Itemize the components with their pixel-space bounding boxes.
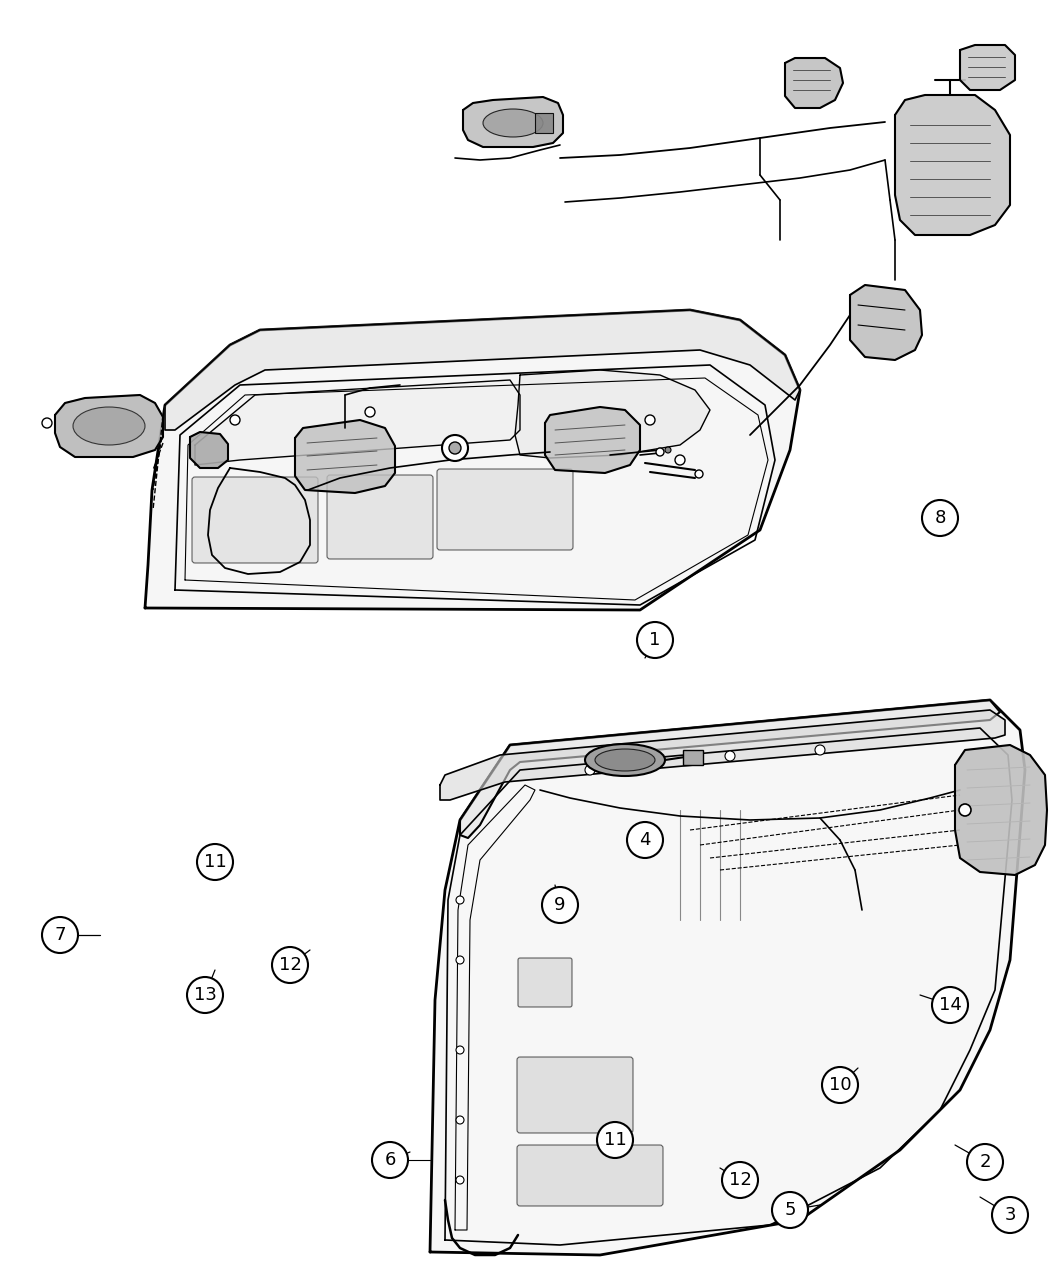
Ellipse shape: [595, 748, 655, 771]
Polygon shape: [460, 700, 1000, 838]
Circle shape: [456, 1116, 464, 1125]
Text: 9: 9: [554, 896, 566, 914]
FancyBboxPatch shape: [192, 477, 318, 564]
Text: 11: 11: [604, 1131, 627, 1149]
Circle shape: [585, 765, 595, 775]
Polygon shape: [960, 45, 1015, 91]
Bar: [536, 113, 553, 133]
Circle shape: [822, 1067, 858, 1103]
Circle shape: [645, 414, 655, 425]
Polygon shape: [190, 432, 228, 468]
Circle shape: [456, 956, 464, 964]
Circle shape: [656, 448, 664, 456]
Text: 5: 5: [784, 1201, 796, 1219]
Circle shape: [967, 1144, 1003, 1179]
Circle shape: [597, 1122, 633, 1158]
Text: 11: 11: [204, 853, 227, 871]
Text: 3: 3: [1004, 1206, 1015, 1224]
Polygon shape: [463, 97, 563, 147]
Circle shape: [815, 745, 825, 755]
Circle shape: [959, 805, 971, 816]
Text: 10: 10: [828, 1076, 852, 1094]
Text: 6: 6: [384, 1151, 396, 1169]
Polygon shape: [295, 419, 395, 493]
Text: 2: 2: [980, 1153, 991, 1170]
Polygon shape: [850, 286, 922, 360]
Circle shape: [42, 418, 52, 428]
Circle shape: [230, 414, 240, 425]
Circle shape: [665, 448, 671, 453]
Text: 12: 12: [278, 956, 301, 974]
Polygon shape: [195, 380, 520, 465]
Text: 14: 14: [939, 996, 962, 1014]
Polygon shape: [440, 710, 1005, 799]
Text: 8: 8: [934, 509, 946, 527]
Text: 13: 13: [193, 986, 216, 1003]
Polygon shape: [545, 407, 640, 473]
Bar: [682, 750, 704, 765]
Circle shape: [724, 751, 735, 761]
Circle shape: [456, 896, 464, 904]
Circle shape: [637, 622, 673, 658]
Circle shape: [197, 844, 233, 880]
FancyBboxPatch shape: [517, 1145, 663, 1206]
FancyBboxPatch shape: [518, 958, 572, 1007]
FancyBboxPatch shape: [517, 1057, 633, 1133]
Polygon shape: [895, 96, 1010, 235]
Text: 12: 12: [729, 1170, 752, 1190]
Circle shape: [695, 470, 704, 478]
Circle shape: [722, 1162, 758, 1198]
Ellipse shape: [483, 108, 543, 136]
Circle shape: [542, 887, 578, 923]
Ellipse shape: [74, 407, 145, 445]
Circle shape: [272, 947, 308, 983]
Polygon shape: [55, 395, 163, 456]
Circle shape: [42, 917, 78, 952]
Circle shape: [675, 455, 685, 465]
Circle shape: [449, 442, 461, 454]
Text: 1: 1: [649, 631, 660, 649]
Ellipse shape: [585, 745, 665, 776]
Circle shape: [372, 1142, 408, 1178]
Circle shape: [992, 1197, 1028, 1233]
Circle shape: [442, 435, 468, 462]
FancyBboxPatch shape: [437, 469, 573, 550]
Circle shape: [627, 822, 663, 858]
Polygon shape: [956, 745, 1047, 875]
Circle shape: [456, 1176, 464, 1184]
FancyBboxPatch shape: [327, 476, 433, 558]
Circle shape: [645, 759, 655, 768]
Text: 7: 7: [55, 926, 66, 944]
Polygon shape: [165, 310, 800, 430]
Circle shape: [365, 407, 375, 417]
Text: 4: 4: [639, 831, 651, 849]
Circle shape: [456, 1046, 464, 1054]
Circle shape: [922, 500, 958, 536]
Circle shape: [187, 977, 223, 1014]
Polygon shape: [430, 700, 1025, 1255]
Polygon shape: [785, 57, 843, 108]
Circle shape: [772, 1192, 808, 1228]
Polygon shape: [514, 370, 710, 458]
Polygon shape: [145, 310, 800, 609]
Circle shape: [932, 987, 968, 1023]
